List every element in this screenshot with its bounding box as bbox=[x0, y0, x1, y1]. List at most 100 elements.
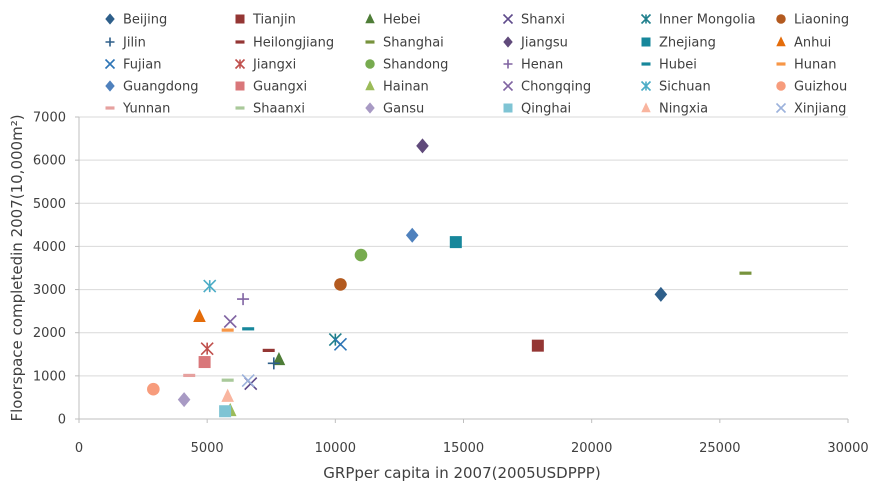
legend-marker bbox=[105, 37, 115, 47]
legend-item: Shaanxi bbox=[235, 102, 305, 117]
legend-label: Qinghai bbox=[521, 102, 571, 117]
data-point bbox=[200, 342, 214, 356]
legend-label: Sichuan bbox=[659, 80, 711, 95]
x-tick-label: 15000 bbox=[443, 441, 484, 456]
legend-marker bbox=[776, 36, 786, 47]
legend-item: Henan bbox=[503, 58, 563, 73]
y-tick-label: 4000 bbox=[33, 240, 66, 255]
legend-item: Jiangxi bbox=[234, 58, 296, 73]
legend-item: Inner Mongolia bbox=[640, 13, 756, 28]
data-point bbox=[272, 351, 286, 366]
data-point bbox=[262, 348, 275, 353]
data-point bbox=[221, 378, 234, 382]
legend-label: Hubei bbox=[659, 58, 697, 73]
data-point bbox=[237, 293, 250, 306]
x-tick-label: 30000 bbox=[827, 441, 868, 456]
data-point bbox=[147, 382, 160, 396]
data-point bbox=[334, 278, 347, 291]
legend-item: Guangdong bbox=[105, 80, 198, 95]
data-point bbox=[242, 327, 255, 331]
legend-item: Liaoning bbox=[776, 13, 849, 28]
legend-label: Hebei bbox=[383, 13, 421, 28]
legend-item: Shanghai bbox=[365, 36, 444, 51]
legend-label: Heilongjiang bbox=[253, 36, 334, 51]
legend-marker bbox=[775, 102, 787, 114]
legend-item: Yunnan bbox=[105, 102, 170, 117]
legend-marker bbox=[641, 102, 651, 113]
legend-marker bbox=[365, 59, 375, 69]
legend-item: Chongqing bbox=[502, 80, 591, 95]
x-axis-label: GRPper capita in 2007(2005USDPPP) bbox=[323, 464, 600, 482]
legend-label: Fujian bbox=[123, 58, 161, 73]
legend-label: Shaanxi bbox=[253, 102, 305, 117]
legend-item: Xinjiang bbox=[775, 102, 846, 117]
legend-item: Hunan bbox=[776, 58, 836, 73]
legend-marker bbox=[503, 59, 513, 69]
legend-label: Inner Mongolia bbox=[659, 13, 756, 28]
y-tick-label: 5000 bbox=[33, 197, 66, 212]
legend-label: Gansu bbox=[383, 102, 424, 117]
legend-label: Yunnan bbox=[122, 102, 170, 117]
legend: Beijing Tianjin Hebei Shanxi Inner Mongolia L… bbox=[104, 13, 849, 117]
legend-label: Henan bbox=[521, 58, 563, 73]
tick-labels: 0 5000 10000 15000 20000 25000 30000 0 1000 2000 3… bbox=[33, 111, 869, 457]
legend-item: Shanxi bbox=[502, 13, 565, 28]
x-tick-label: 0 bbox=[75, 441, 83, 456]
legend-marker bbox=[365, 40, 375, 44]
legend-marker bbox=[776, 62, 786, 66]
legend-marker bbox=[105, 13, 115, 25]
data-point bbox=[193, 308, 206, 323]
legend-label: Liaoning bbox=[794, 13, 849, 28]
data-point bbox=[241, 374, 255, 388]
legend-item: Beijing bbox=[105, 13, 167, 28]
legend-marker bbox=[365, 13, 375, 24]
y-axis-label: Floorspace completedin 2007(10,000m²) bbox=[8, 114, 26, 421]
legend-label: Ningxia bbox=[659, 102, 708, 117]
legend-label: Jiangsu bbox=[520, 36, 568, 51]
legend-marker bbox=[776, 81, 786, 91]
legend-marker bbox=[235, 14, 245, 24]
legend-marker bbox=[234, 58, 246, 70]
legend-item: Qinghai bbox=[503, 102, 571, 117]
data-point bbox=[333, 337, 348, 351]
legend-marker bbox=[235, 81, 245, 91]
data-point bbox=[449, 236, 462, 249]
legend-marker bbox=[640, 13, 652, 25]
legend-label: Zhejiang bbox=[659, 36, 716, 51]
legend-marker bbox=[641, 37, 651, 47]
legend-label: Guangdong bbox=[123, 80, 198, 95]
y-tick-label: 0 bbox=[58, 413, 66, 428]
legend-label: Shanghai bbox=[383, 36, 444, 51]
legend-item: Tianjin bbox=[235, 13, 296, 28]
legend-label: Tianjin bbox=[252, 13, 296, 28]
data-point bbox=[177, 392, 191, 408]
legend-item: Jiangsu bbox=[503, 36, 568, 51]
data-point bbox=[531, 339, 544, 352]
legend-label: Beijing bbox=[123, 13, 167, 28]
legend-label: Shandong bbox=[383, 58, 448, 73]
legend-item: Guangxi bbox=[235, 80, 307, 95]
legend-label: Guangxi bbox=[253, 80, 307, 95]
legend-item: Shandong bbox=[365, 58, 448, 73]
legend-item: Heilongjiang bbox=[235, 36, 334, 51]
data-point bbox=[739, 271, 752, 275]
legend-item: Hebei bbox=[365, 13, 421, 28]
legend-marker bbox=[105, 106, 115, 110]
legend-item: Ningxia bbox=[641, 102, 708, 117]
data-point bbox=[221, 388, 234, 402]
legend-marker bbox=[776, 14, 786, 24]
legend-item: Jilin bbox=[105, 36, 146, 51]
y-tick-label: 6000 bbox=[33, 154, 66, 169]
legend-label: Jiangxi bbox=[252, 58, 296, 73]
data-point bbox=[183, 373, 196, 378]
legend-label: Shanxi bbox=[521, 13, 565, 28]
y-tick-label: 1000 bbox=[33, 369, 66, 384]
legend-label: Guizhou bbox=[794, 80, 847, 95]
legend-marker bbox=[503, 36, 513, 48]
data-point bbox=[416, 138, 429, 154]
legend-item: Sichuan bbox=[640, 80, 711, 95]
legend-marker bbox=[503, 103, 513, 113]
x-tick-label: 20000 bbox=[571, 441, 612, 456]
legend-item: Zhejiang bbox=[641, 36, 716, 51]
